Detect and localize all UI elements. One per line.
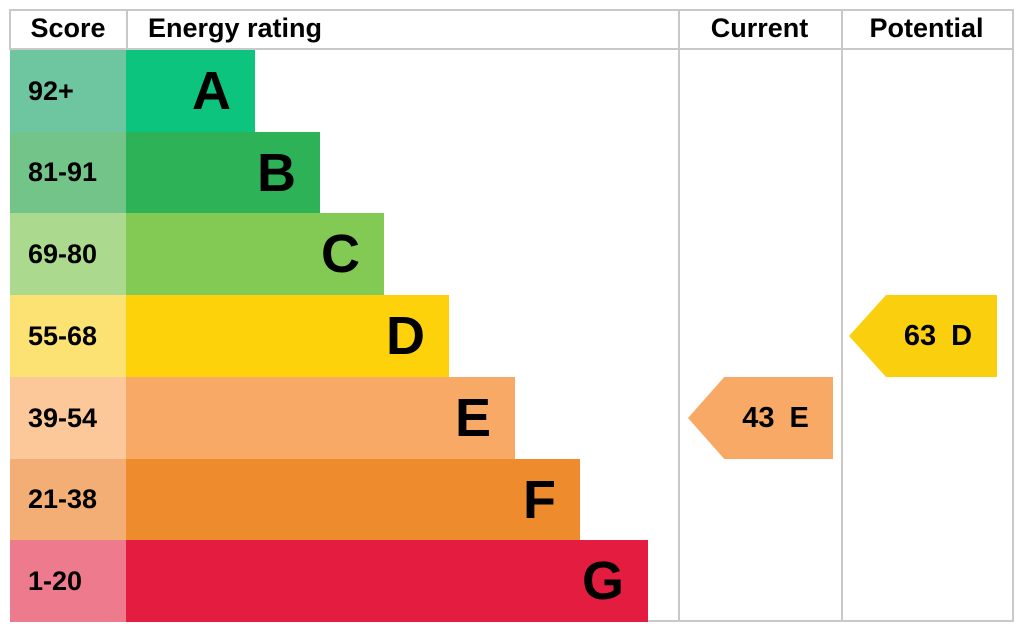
rating-bar-f: F	[126, 459, 580, 540]
rating-letter-e: E	[454, 388, 491, 448]
score-range-c: 69-80	[10, 213, 126, 295]
column-header-current: Current	[710, 13, 809, 43]
rating-current-divider	[678, 9, 680, 622]
current-rating-value: 43	[742, 401, 775, 434]
rating-bar-c: C	[126, 213, 384, 295]
score-range-e: 39-54	[10, 377, 126, 459]
potential-rating-letter: D	[951, 319, 973, 352]
rating-bar-d: D	[126, 295, 449, 377]
current-rating-arrow: 43 E	[688, 377, 833, 459]
score-range-a: 92+	[10, 50, 126, 132]
rating-letter-a: A	[192, 61, 231, 121]
rating-letter-g: G	[581, 551, 624, 611]
rating-letter-d: D	[386, 306, 425, 366]
potential-rating-value: 63	[903, 319, 937, 352]
header-left-border	[9, 9, 11, 50]
column-header-score: Score	[30, 13, 106, 43]
score-rating-divider	[126, 9, 128, 50]
header-bottom-border	[10, 48, 1014, 50]
rating-bar-b: B	[126, 132, 320, 213]
rating-bar-a: A	[126, 50, 255, 132]
table-right-border	[1012, 9, 1014, 622]
score-range-f: 21-38	[10, 459, 126, 540]
rating-letter-b: B	[257, 142, 296, 203]
rating-letter-c: C	[321, 224, 360, 284]
score-range-d: 55-68	[10, 295, 126, 377]
rating-letter-f: F	[523, 469, 556, 530]
current-potential-divider	[841, 9, 843, 622]
rating-bar-g: G	[126, 540, 648, 622]
table-top-border	[10, 9, 1014, 11]
score-range-g: 1-20	[10, 540, 126, 622]
potential-rating-arrow: 63 D	[849, 295, 997, 377]
rating-bar-e: E	[126, 377, 515, 459]
column-header-potential: Potential	[869, 13, 984, 43]
score-range-b: 81-91	[10, 132, 126, 213]
column-header-energy-rating: Energy rating	[148, 13, 323, 43]
current-rating-letter: E	[789, 401, 809, 434]
